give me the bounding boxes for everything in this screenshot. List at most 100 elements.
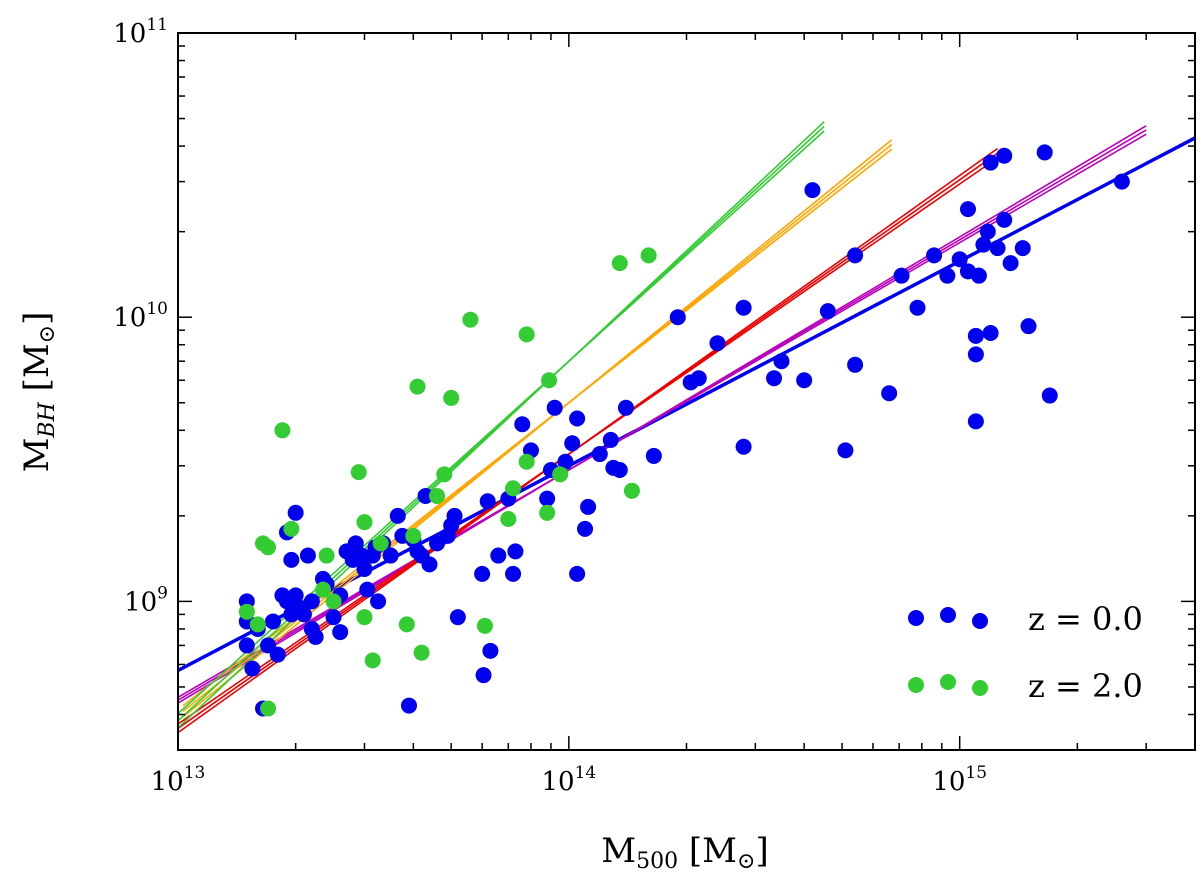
scatter-point xyxy=(462,311,479,328)
scatter-point xyxy=(405,527,422,544)
scatter-point xyxy=(370,593,387,610)
y-tick-label: 1010 xyxy=(113,299,168,333)
scatter-point xyxy=(505,480,522,497)
legend-marker xyxy=(972,680,988,696)
scatter-point xyxy=(389,507,406,524)
legend-marker xyxy=(908,610,924,626)
scatter-point xyxy=(557,453,574,470)
scatter-point xyxy=(569,410,586,427)
legend-label-z2: z = 2.0 xyxy=(1028,667,1143,705)
scatter-point xyxy=(804,182,821,199)
scatter-point xyxy=(269,646,286,663)
legend-marker xyxy=(972,613,988,629)
scatter-point xyxy=(819,303,836,320)
x-axis-label: M500 [M⊙] xyxy=(601,831,768,874)
scatter-point xyxy=(552,466,569,483)
scatter-point xyxy=(959,201,976,218)
scatter-point xyxy=(539,504,556,521)
scatter-point xyxy=(623,482,640,499)
scatter-point xyxy=(479,493,496,510)
x-tick-label: 1015 xyxy=(932,763,987,797)
scatter-points xyxy=(238,144,1130,717)
scatter-point xyxy=(982,324,999,341)
scatter-point xyxy=(967,327,984,344)
scatter-point xyxy=(429,487,446,504)
scatter-point xyxy=(514,416,531,433)
scatter-point xyxy=(505,565,522,582)
scatter-point xyxy=(602,431,619,448)
scatter-point xyxy=(518,453,535,470)
scatter-point xyxy=(287,587,304,604)
scatter-point xyxy=(518,326,535,343)
scatter-point xyxy=(837,442,854,459)
scatter-point xyxy=(287,504,304,521)
scatter-point xyxy=(283,520,300,537)
fit-line xyxy=(178,125,1147,704)
scatter-point xyxy=(500,510,517,527)
y-tick-labels: 109 1010 1011 xyxy=(113,15,168,617)
scatter-point xyxy=(274,422,291,439)
fit-line xyxy=(178,137,1195,672)
scatter-point xyxy=(1014,240,1031,257)
scatter-point xyxy=(1036,144,1053,161)
scatter-point xyxy=(847,247,864,264)
legend-label-z0: z = 0.0 xyxy=(1028,600,1143,638)
scatter-point xyxy=(318,547,335,564)
scatter-point xyxy=(881,385,898,402)
scatter-point xyxy=(847,356,864,373)
scatter-point xyxy=(507,543,524,560)
scatter-point xyxy=(382,547,399,564)
y-tick-label: 1011 xyxy=(113,15,168,49)
x-tick-label: 1014 xyxy=(541,763,596,797)
scatter-point xyxy=(446,507,463,524)
legend-marker xyxy=(940,607,956,623)
plot-frame xyxy=(177,32,1196,751)
scatter-point xyxy=(645,447,662,464)
scatter-point xyxy=(449,609,466,626)
scatter-point xyxy=(669,309,686,326)
scatter-point xyxy=(640,247,657,264)
scatter-point xyxy=(417,487,434,504)
fit-line xyxy=(178,147,999,734)
scatter-point xyxy=(325,593,342,610)
scatter-point xyxy=(1020,318,1037,335)
scatter-point xyxy=(474,565,491,582)
x-tick-labels: 1013 1014 1015 xyxy=(151,763,987,797)
scatter-point xyxy=(541,372,558,389)
scatter-point xyxy=(475,667,492,684)
y-tick-label: 109 xyxy=(124,583,168,617)
scatter-point xyxy=(909,299,926,316)
legend-marker xyxy=(908,677,924,693)
scatter-point xyxy=(307,628,324,645)
scatter-point xyxy=(989,240,1006,257)
scatter-point xyxy=(421,556,438,573)
scatter-point xyxy=(564,435,581,452)
scatter-point xyxy=(735,438,752,455)
scatter-point xyxy=(979,223,996,240)
scatter-point xyxy=(356,514,373,531)
scatter-point xyxy=(773,353,790,370)
scatter-point xyxy=(325,609,342,626)
scatter-point xyxy=(264,613,281,630)
scatter-point xyxy=(893,267,910,284)
scatter-point xyxy=(796,372,813,389)
scatter-point xyxy=(546,399,563,416)
scatter-point xyxy=(591,446,608,463)
scatter-point xyxy=(347,535,364,552)
scatter-point xyxy=(539,490,556,507)
scatter-point xyxy=(735,299,752,316)
scatter-point xyxy=(244,660,261,677)
scatter-point xyxy=(364,652,381,669)
scatter-point xyxy=(353,547,370,564)
scatter-point xyxy=(436,466,453,483)
scatter-point xyxy=(611,255,628,272)
scatter-point xyxy=(690,370,707,387)
scatter-point xyxy=(260,539,277,556)
scatter-point xyxy=(766,370,783,387)
scatter-point xyxy=(372,535,389,552)
scatter-point xyxy=(482,642,499,659)
scatter-point xyxy=(443,389,460,406)
scatter-point xyxy=(1041,387,1058,404)
scatter-point xyxy=(315,581,332,598)
scatter-point xyxy=(577,520,594,537)
